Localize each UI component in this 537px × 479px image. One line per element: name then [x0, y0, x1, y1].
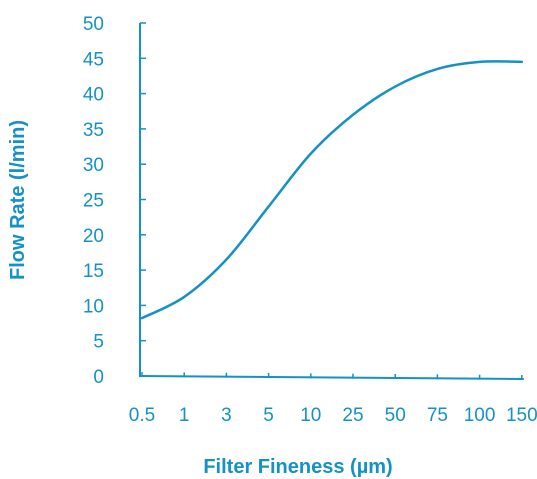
series-group	[140, 60, 524, 320]
y-tick-label: 5	[93, 332, 104, 353]
y-tick-label: 0	[93, 367, 104, 388]
y-tick-label: 35	[83, 120, 104, 141]
y-tick-label: 30	[83, 155, 104, 176]
x-tick-label: 1	[179, 405, 190, 426]
y-tick-label: 25	[83, 191, 104, 212]
y-tick-label: 45	[83, 49, 104, 70]
y-axis: 0 5 10 15 20 25 30 35 40 45 50	[83, 14, 146, 388]
y-tick-label: 50	[83, 14, 104, 35]
y-tick-label: 20	[83, 226, 104, 247]
x-tick-label: 5	[263, 405, 274, 426]
x-tick-label: 3	[221, 405, 232, 426]
x-tick-label: 10	[300, 405, 321, 426]
y-tick-label: 15	[83, 261, 104, 282]
y-axis-title: Flow Rate (l/min)	[7, 120, 29, 280]
x-axis-title: Filter Fineness (µm)	[203, 456, 392, 478]
series-line	[140, 60, 524, 320]
x-ticks: 0.5 1 3 5 10 25 50 75 100 150	[129, 372, 537, 426]
x-axis-line	[139, 375, 524, 380]
x-tick-label: 150	[506, 405, 537, 426]
x-tick-label: 75	[427, 405, 448, 426]
x-tick-label: 50	[385, 405, 406, 426]
y-tick-label: 10	[83, 296, 104, 317]
y-ticks: 0 5 10 15 20 25 30 35 40 45 50	[83, 14, 146, 388]
x-tick-label: 100	[464, 405, 496, 426]
x-tick-label: 0.5	[129, 405, 155, 426]
y-tick-label: 40	[83, 85, 104, 106]
x-axis: 0.5 1 3 5 10 25 50 75 100 150	[129, 372, 537, 426]
x-tick-label: 25	[342, 405, 363, 426]
